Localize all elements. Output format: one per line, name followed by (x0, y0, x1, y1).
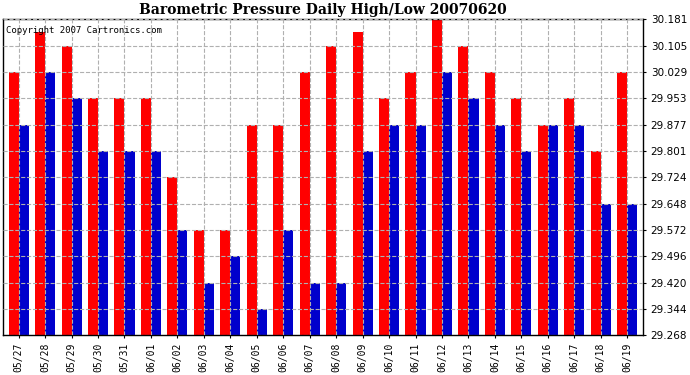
Bar (204, 283, 214, 335)
Bar (45, 72, 55, 335)
Bar (247, 124, 257, 335)
Bar (363, 151, 373, 335)
Bar (151, 151, 161, 335)
Bar (310, 283, 319, 335)
Bar (299, 72, 310, 335)
Bar (8, 72, 19, 335)
Bar (442, 72, 452, 335)
Bar (485, 72, 495, 335)
Bar (230, 256, 240, 335)
Bar (61, 46, 72, 335)
Bar (194, 230, 204, 335)
Bar (591, 151, 601, 335)
Bar (548, 124, 558, 335)
Bar (522, 151, 531, 335)
Bar (168, 177, 177, 335)
Bar (19, 124, 29, 335)
Bar (353, 33, 363, 335)
Bar (124, 151, 135, 335)
Bar (564, 98, 574, 335)
Bar (35, 33, 45, 335)
Title: Barometric Pressure Daily High/Low 20070620: Barometric Pressure Daily High/Low 20070… (139, 3, 507, 17)
Text: Copyright 2007 Cartronics.com: Copyright 2007 Cartronics.com (6, 26, 162, 34)
Bar (574, 124, 584, 335)
Bar (601, 204, 611, 335)
Bar (511, 98, 522, 335)
Bar (283, 230, 293, 335)
Bar (389, 124, 399, 335)
Bar (406, 72, 415, 335)
Bar (469, 98, 478, 335)
Bar (415, 124, 426, 335)
Bar (98, 151, 108, 335)
Bar (538, 124, 548, 335)
Bar (88, 98, 98, 335)
Bar (458, 46, 469, 335)
Bar (627, 204, 638, 335)
Bar (495, 124, 505, 335)
Bar (177, 230, 188, 335)
Bar (617, 72, 627, 335)
Bar (72, 98, 81, 335)
Bar (326, 46, 336, 335)
Bar (141, 98, 151, 335)
Bar (379, 98, 389, 335)
Bar (432, 20, 442, 335)
Bar (257, 309, 267, 335)
Bar (220, 230, 230, 335)
Bar (336, 283, 346, 335)
Bar (115, 98, 124, 335)
Bar (273, 124, 283, 335)
